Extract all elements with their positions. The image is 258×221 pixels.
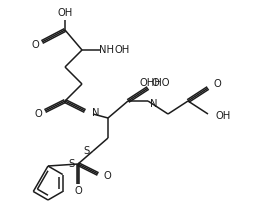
Text: O: O [34, 109, 42, 119]
Text: OHHO: OHHO [140, 78, 170, 88]
Text: S: S [69, 159, 75, 169]
Text: OH: OH [114, 45, 130, 55]
Text: O: O [103, 171, 111, 181]
Text: S: S [84, 146, 90, 156]
Text: OH: OH [216, 111, 231, 121]
Text: O: O [74, 186, 82, 196]
Text: O: O [152, 78, 160, 88]
Text: OH: OH [57, 8, 72, 18]
Text: N: N [92, 108, 100, 118]
Text: O: O [31, 40, 39, 50]
Text: N: N [150, 99, 157, 109]
Text: NH: NH [100, 45, 115, 55]
Text: O: O [214, 79, 222, 89]
